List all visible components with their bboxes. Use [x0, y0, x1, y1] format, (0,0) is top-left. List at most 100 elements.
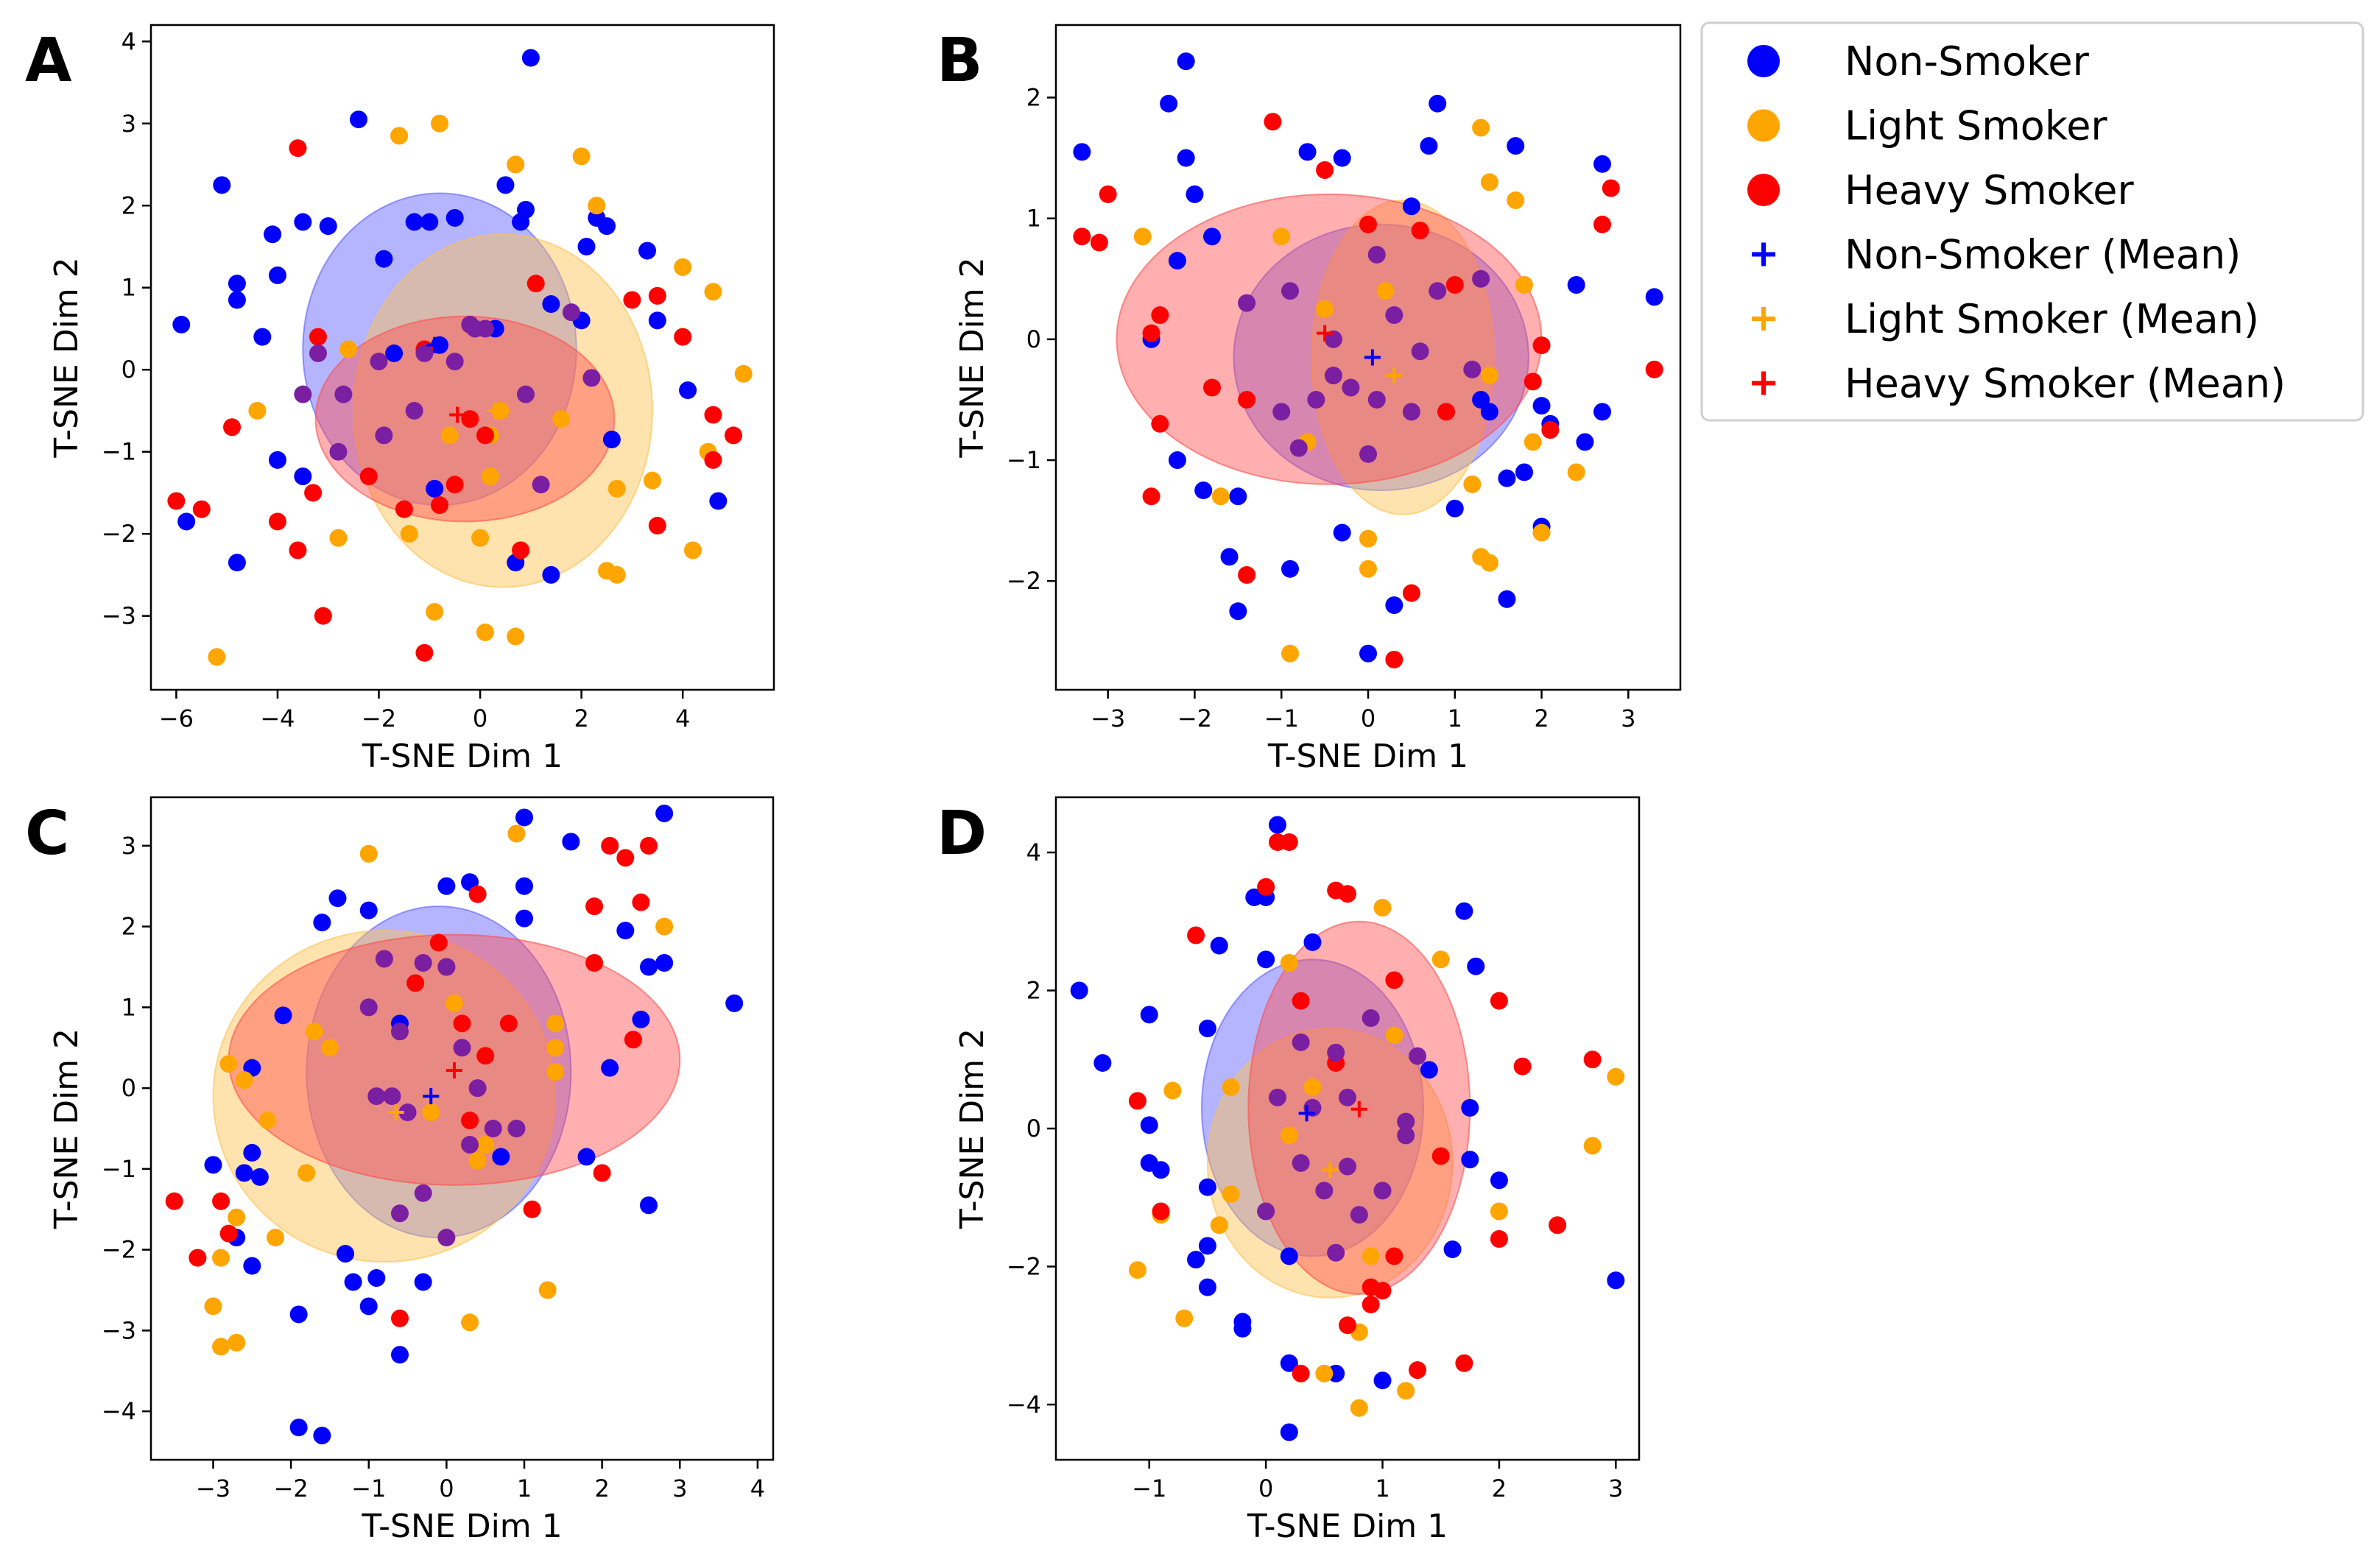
y-tick-label: −4: [102, 1397, 136, 1425]
point-non-smoker: [268, 266, 286, 285]
point-non-smoker: [405, 213, 423, 231]
point-non-smoker: [1194, 481, 1213, 500]
point-light-smoker: [1376, 282, 1395, 300]
y-tick-label: −2: [1007, 567, 1041, 595]
point-non-smoker: [1429, 94, 1447, 113]
point-light-smoker: [538, 1281, 557, 1299]
point-light-smoker: [219, 1055, 238, 1073]
point-purple-overlap-points: [359, 998, 378, 1017]
plot-area: [1073, 52, 1663, 668]
point-purple-overlap-points: [1463, 360, 1482, 378]
point-light-smoker: [1373, 899, 1392, 917]
x-tick-label: 1: [1375, 1475, 1389, 1502]
point-heavy-smoker: [1411, 222, 1429, 240]
point-light-smoker: [228, 1208, 246, 1226]
point-purple-overlap-points: [334, 385, 353, 403]
point-light-smoker: [426, 603, 444, 621]
point-light-smoker: [1222, 1078, 1240, 1096]
x-axis-label: T-SNE Dim 1: [361, 1508, 562, 1545]
point-heavy-smoker: [192, 500, 211, 518]
point-heavy-smoker: [1402, 584, 1420, 602]
point-heavy-smoker: [1524, 372, 1542, 391]
point-non-smoker: [1210, 936, 1228, 955]
point-light-smoker: [674, 258, 692, 276]
point-non-smoker: [1507, 137, 1525, 155]
x-tick-label: −1: [351, 1475, 386, 1502]
point-non-smoker: [1177, 52, 1195, 71]
x-tick-label: 4: [750, 1475, 765, 1502]
mean-marker-heavy-smoker-mean: [445, 1062, 462, 1078]
point-light-smoker: [400, 525, 418, 543]
x-tick-label: 2: [594, 1475, 609, 1502]
point-non-smoker: [598, 217, 616, 236]
legend-item-non-smoker-mean: Non-Smoker (Mean): [1752, 232, 2241, 278]
point-non-smoker: [213, 176, 231, 194]
point-heavy-smoker: [1362, 1296, 1380, 1314]
point-heavy-smoker: [1238, 390, 1256, 409]
point-heavy-smoker: [1541, 421, 1560, 439]
x-tick-label: 3: [672, 1475, 687, 1502]
x-axis-label: T-SNE Dim 1: [1267, 738, 1468, 775]
point-purple-overlap-points: [309, 344, 327, 362]
point-non-smoker: [1333, 523, 1351, 542]
point-non-smoker: [1198, 1020, 1216, 1038]
point-purple-overlap-points: [1397, 1112, 1415, 1131]
y-tick-label: 3: [121, 832, 136, 860]
x-axis-label: T-SNE Dim 1: [362, 738, 563, 775]
point-non-smoker: [515, 877, 533, 895]
point-heavy-smoker: [1151, 306, 1169, 325]
point-light-smoker: [1280, 1126, 1298, 1145]
y-tick-label: 3: [121, 110, 136, 138]
point-heavy-smoker: [289, 541, 307, 559]
point-purple-overlap-points: [453, 1039, 471, 1057]
point-non-smoker: [177, 512, 196, 531]
series-purple-overlap-points: [359, 950, 526, 1247]
point-non-smoker: [1593, 403, 1611, 421]
y-tick-label: 1: [1026, 205, 1041, 233]
point-heavy-smoker: [1090, 233, 1108, 252]
point-non-smoker: [1373, 1371, 1392, 1390]
point-heavy-smoker: [704, 406, 722, 424]
point-heavy-smoker: [406, 974, 425, 992]
point-heavy-smoker: [1385, 1247, 1403, 1265]
point-non-smoker: [1093, 1053, 1112, 1072]
point-light-smoker: [1281, 644, 1299, 663]
point-light-smoker: [1128, 1261, 1147, 1279]
point-purple-overlap-points: [391, 1204, 409, 1223]
point-light-smoker: [461, 1313, 479, 1332]
point-non-smoker: [289, 1419, 308, 1437]
point-non-smoker: [385, 344, 404, 362]
point-light-smoker: [1583, 1137, 1602, 1155]
point-heavy-smoker: [476, 426, 494, 445]
point-heavy-smoker: [1645, 360, 1663, 378]
y-tick-label: −2: [102, 1236, 136, 1264]
point-non-smoker: [632, 1010, 650, 1028]
point-non-smoker: [655, 954, 674, 972]
point-heavy-smoker: [585, 897, 604, 916]
point-purple-overlap-points: [437, 958, 456, 976]
point-heavy-smoker: [359, 467, 378, 486]
mean-marker-non-smoker-mean: [423, 1088, 440, 1105]
y-tick-label: 4: [121, 27, 136, 55]
series-light-smoker: [204, 824, 674, 1356]
point-non-smoker: [235, 1164, 253, 1182]
legend-item-non-smoker: Non-Smoker: [1747, 38, 2090, 85]
panel-label: C: [25, 799, 69, 869]
y-tick-label: −1: [1007, 446, 1041, 474]
y-tick-label: 1: [121, 274, 136, 302]
series-heavy-smoker: [165, 836, 658, 1327]
x-tick-label: 1: [517, 1475, 532, 1502]
mean-marker-non-smoker-mean: [426, 336, 443, 353]
point-light-smoker: [1532, 523, 1551, 542]
point-heavy-smoker: [601, 836, 619, 855]
point-non-smoker: [1532, 397, 1551, 415]
point-light-smoker: [329, 529, 348, 547]
point-light-smoker: [1567, 463, 1585, 481]
point-purple-overlap-points: [1359, 445, 1377, 463]
point-non-smoker: [1498, 469, 1516, 487]
point-heavy-smoker: [1268, 833, 1286, 851]
point-heavy-smoker: [1073, 227, 1091, 246]
y-tick-label: −3: [102, 602, 136, 630]
x-tick-label: −6: [159, 704, 194, 732]
